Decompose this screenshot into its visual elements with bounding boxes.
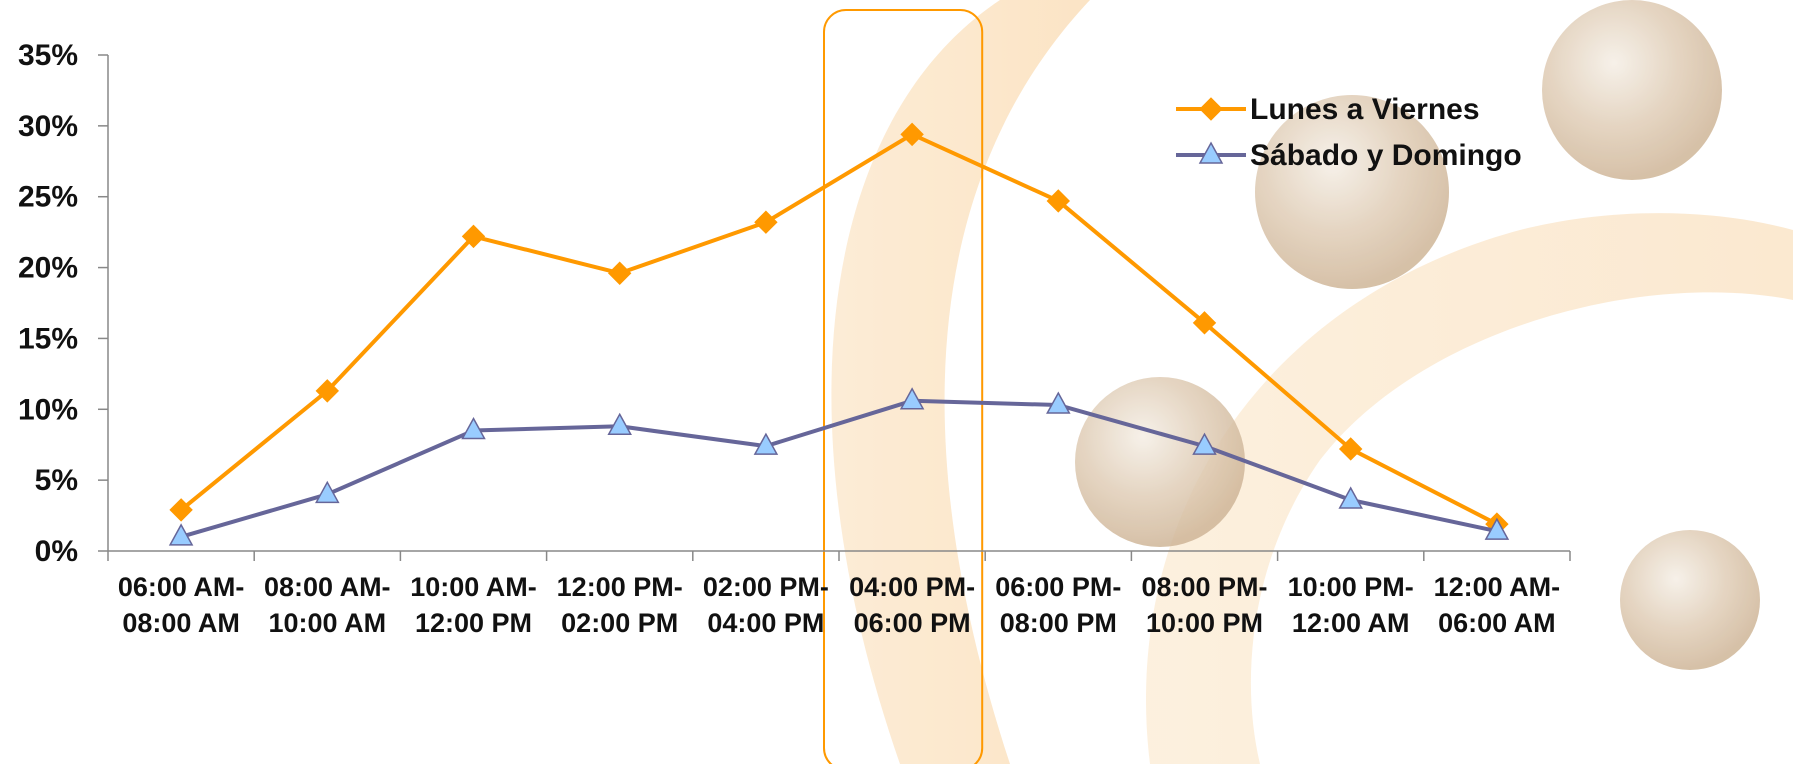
- series-line-2: [180, 398, 1498, 539]
- data-point: [754, 210, 778, 234]
- watermark-sphere: [1075, 377, 1245, 547]
- series-line-1: [179, 132, 1498, 526]
- y-tick-label: 10%: [18, 393, 78, 426]
- data-point: [461, 224, 486, 249]
- data-point: [169, 498, 193, 522]
- data-point: [753, 432, 779, 455]
- x-tick-label: 02:00 PM-04:00 PM: [703, 572, 829, 638]
- y-tick-label: 30%: [18, 110, 78, 143]
- plot-area: 0% 5% 10% 15% 20% 25% 30% 35% 06:00 AM-08:00 AM 0…: [18, 9, 1571, 764]
- x-tick-label: 06:00 PM-08:00 PM: [995, 572, 1121, 638]
- x-tick-label: 12:00 AM-06:00 AM: [1434, 572, 1561, 638]
- data-point: [1192, 432, 1217, 455]
- data-point: [1046, 189, 1071, 213]
- x-tick-label: 04:00 PM-06:00 PM: [849, 572, 975, 638]
- legend-label: Sábado y Domingo: [1250, 139, 1522, 172]
- background-watermark: [831, 0, 1793, 764]
- legend-label: Lunes a Viernes: [1250, 93, 1480, 126]
- legend: Lunes a Viernes Sábado y Domingo: [1176, 93, 1522, 172]
- data-point: [900, 122, 924, 147]
- legend-marker: [1199, 97, 1223, 121]
- data-point: [607, 261, 632, 285]
- watermark-arc: [1145, 213, 1793, 764]
- watermark-sphere: [1620, 530, 1760, 670]
- x-tick-label: 08:00 PM-10:00 PM: [1141, 572, 1267, 638]
- data-point: [1192, 311, 1217, 335]
- watermark-sphere: [1542, 0, 1722, 180]
- data-point: [1338, 437, 1363, 461]
- watermark-sphere: [1255, 95, 1449, 289]
- data-point: [899, 387, 925, 410]
- data-point: [315, 379, 340, 403]
- legend-marker: [1198, 141, 1224, 164]
- y-tick-label: 15%: [18, 322, 78, 355]
- x-tick-label: 06:00 AM-08:00 AM: [118, 572, 245, 638]
- data-point: [1338, 486, 1363, 509]
- y-tick-label: 20%: [18, 252, 78, 285]
- x-tick-label: 08:00 AM-10:00 AM: [264, 572, 391, 638]
- data-point: [461, 416, 486, 440]
- x-tick-label: 10:00 AM-12:00 PM: [410, 572, 537, 638]
- highlight-box: [823, 9, 984, 764]
- x-tick-label: 12:00 PM-02:00 PM: [557, 572, 683, 638]
- y-tick-label: 0%: [35, 535, 78, 568]
- x-tick-label: 10:00 PM-12:00 AM: [1288, 572, 1414, 638]
- watermark-arc: [831, 0, 1090, 764]
- data-point: [1484, 517, 1510, 540]
- y-tick-label: 5%: [35, 464, 78, 497]
- y-tick-label: 25%: [18, 181, 78, 214]
- y-tick-label: 35%: [18, 39, 78, 72]
- data-point: [168, 523, 194, 546]
- data-point: [1046, 391, 1071, 414]
- data-point: [315, 480, 340, 504]
- data-point: [607, 412, 632, 436]
